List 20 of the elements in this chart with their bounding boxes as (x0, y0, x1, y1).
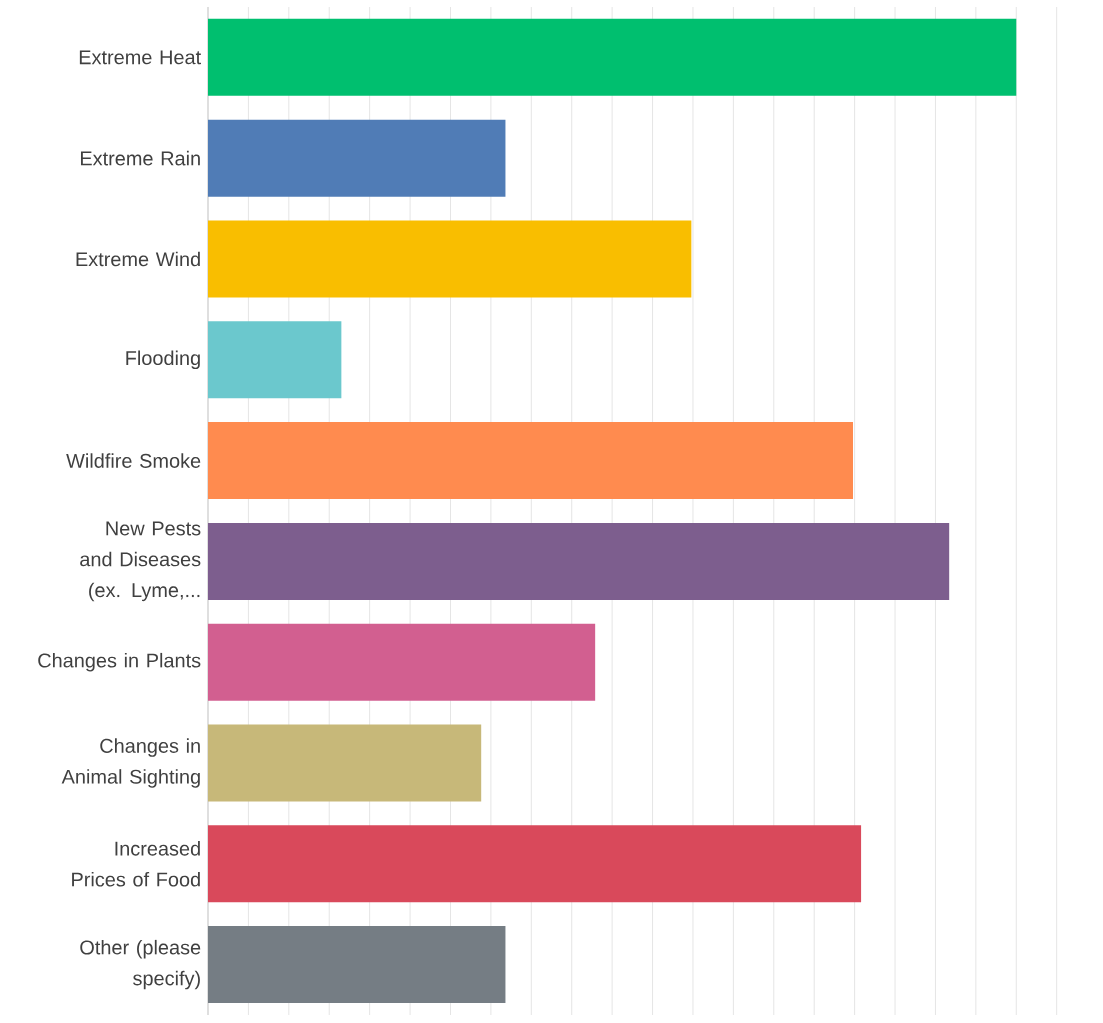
bar (208, 220, 692, 298)
bar (208, 522, 950, 600)
y-tick-label: Wildfire Smoke (66, 453, 201, 468)
bar (208, 18, 1017, 96)
bar (208, 926, 506, 1004)
bar (208, 119, 506, 197)
y-tick-label: Extreme Wind (76, 251, 200, 267)
y-tick-label: Changes in Animal Sighting (61, 738, 200, 788)
y-tick-label: Changes in Plants (38, 652, 201, 672)
y-tick-label: Flooding (126, 350, 200, 370)
y-tick-label: Extreme Rain (80, 150, 200, 166)
bar (208, 623, 596, 701)
bar (208, 422, 853, 500)
y-tick-label: Extreme Heat (79, 50, 201, 65)
y-tick-label: New Pests and Diseases (ex. Lyme,... (80, 521, 201, 602)
bar (208, 825, 862, 903)
y-tick-label: Other (please specify) (80, 939, 201, 990)
bar (208, 321, 342, 399)
bar (208, 724, 482, 802)
y-tick-label: Increased Prices of Food (72, 841, 200, 887)
